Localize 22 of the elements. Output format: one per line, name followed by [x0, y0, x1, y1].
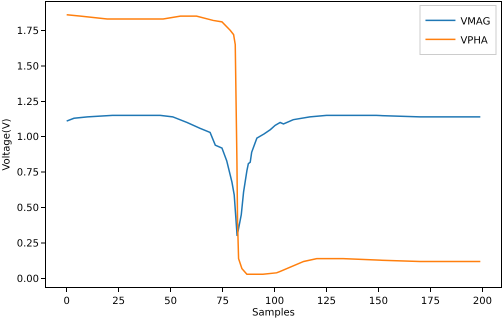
x-axis-title: Samples [252, 308, 295, 318]
y-tick-label: 0.00 [16, 274, 39, 285]
x-tick-label: 25 [112, 296, 126, 307]
y-tick-label: 1.25 [16, 96, 39, 108]
y-tick-label: 0.25 [16, 238, 39, 250]
line-series [66, 114, 482, 237]
legend-label: VPHA [460, 35, 488, 46]
x-tick-label: 125 [316, 296, 336, 307]
x-tick-label: 75 [216, 296, 229, 307]
x-tick-label: 200 [472, 296, 492, 307]
y-tick-label: 1.00 [16, 132, 39, 144]
x-tick-label: 175 [420, 296, 440, 307]
x-tick-label: 150 [368, 296, 388, 307]
x-tick-label: 100 [264, 296, 284, 307]
y-tick-label: 0.50 [16, 203, 39, 214]
y-tick-label: 0.75 [16, 168, 39, 179]
x-tick-label: 0 [63, 296, 70, 307]
y-axis-title: Voltage(V) [2, 118, 13, 171]
x-tick-label: 50 [164, 296, 177, 307]
y-tick-label: 1.50 [16, 61, 39, 72]
y-tick-label: 1.75 [16, 26, 39, 37]
legend-label: VMAG [460, 16, 490, 28]
